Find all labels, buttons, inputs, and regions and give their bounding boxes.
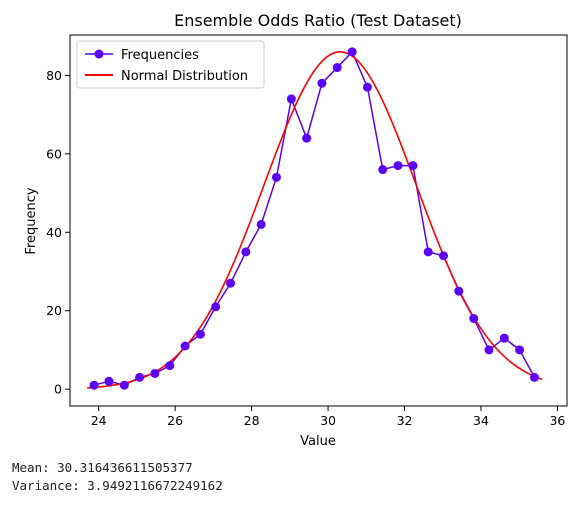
plot-frame (69, 34, 568, 407)
x-axis-label: Value (300, 434, 336, 449)
frequency-point (530, 372, 540, 382)
frequency-point (135, 372, 145, 382)
x-tick-label: 30 (320, 413, 336, 428)
frequencies-line (93, 50, 536, 387)
frequency-point (499, 333, 509, 343)
frequency-point (89, 380, 99, 390)
frequency-point (469, 314, 479, 324)
frequency-point (332, 63, 342, 73)
legend: Frequencies Normal Distribution (76, 40, 265, 89)
frequency-point (119, 380, 129, 390)
frequency-point (454, 286, 464, 296)
frequency-point (439, 251, 449, 261)
y-tick-label: 20 (46, 303, 62, 318)
x-tick-label: 36 (549, 413, 565, 428)
frequency-point (302, 133, 312, 143)
frequency-point (484, 345, 494, 355)
y-tick-label: 80 (46, 68, 62, 83)
frequency-point (211, 302, 221, 312)
frequency-point (165, 361, 175, 371)
legend-frequencies-label: Frequencies (121, 48, 199, 63)
legend-box (76, 40, 265, 89)
chart-figure: Ensemble Odds Ratio (Test Dataset) 24 26 2… (24, 11, 568, 449)
x-tick-label: 32 (397, 413, 413, 428)
legend-frequencies-marker (94, 49, 104, 59)
y-tick-label: 40 (46, 225, 62, 240)
variance-readout: Variance: 3.9492116672249162 (12, 478, 223, 493)
frequency-point (378, 165, 388, 175)
normal-distribution-curve (87, 51, 543, 389)
x-tick-label: 24 (91, 413, 107, 428)
frequency-point (515, 345, 525, 355)
legend-normal-label: Normal Distribution (121, 69, 248, 84)
frequency-point (271, 172, 281, 182)
frequency-point (241, 247, 251, 257)
y-axis-label: Frequency (24, 187, 39, 254)
x-tick-label: 34 (473, 413, 489, 428)
frequency-point (104, 376, 114, 386)
frequency-point (423, 247, 433, 257)
frequency-point (393, 161, 403, 171)
y-tick-label: 60 (46, 146, 62, 161)
x-tick-label: 26 (167, 413, 183, 428)
frequency-point (362, 82, 372, 92)
frequency-point (408, 161, 418, 171)
x-tick-label: 28 (244, 413, 260, 428)
frequency-point (226, 278, 236, 288)
frequency-point (180, 341, 190, 351)
chart-svg: Ensemble Odds Ratio (Test Dataset) 24 26 2… (24, 11, 568, 449)
frequency-point (195, 329, 205, 339)
chart-title: Ensemble Odds Ratio (Test Dataset) (174, 11, 462, 30)
y-tick-label: 0 (54, 382, 62, 397)
frequency-point (317, 78, 327, 88)
frequency-point (150, 368, 160, 378)
frequency-point (347, 47, 357, 57)
frequency-point (286, 94, 296, 104)
frequency-point (256, 219, 266, 229)
mean-readout: Mean: 30.316436611505377 (12, 460, 193, 475)
